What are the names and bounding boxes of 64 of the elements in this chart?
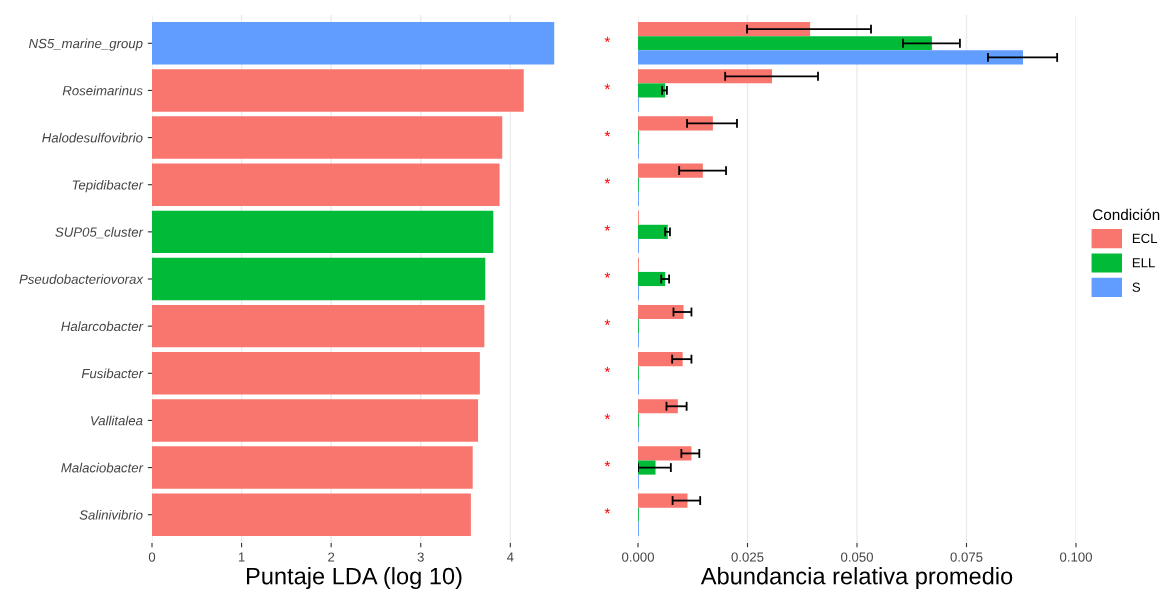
text: * bbox=[604, 36, 611, 43]
text: * bbox=[604, 272, 611, 278]
text: * bbox=[604, 225, 611, 231]
bar bbox=[638, 69, 773, 84]
y-tick-label: Tepidibacter bbox=[72, 179, 144, 193]
text: * bbox=[604, 319, 611, 325]
text: * bbox=[604, 461, 611, 467]
legend-label: ELL bbox=[1132, 258, 1155, 268]
text: * bbox=[604, 508, 611, 514]
bar bbox=[152, 22, 555, 65]
x-tick-label: 0.000 bbox=[622, 552, 654, 562]
bar bbox=[638, 224, 668, 239]
y-tick-label: Halarcobacter bbox=[61, 321, 144, 332]
bar bbox=[638, 83, 666, 98]
bar bbox=[638, 50, 1023, 65]
bar bbox=[638, 493, 688, 508]
text: * bbox=[604, 131, 611, 137]
y-tick-label: Pseudobacteriovorax bbox=[19, 274, 144, 284]
bar bbox=[638, 163, 703, 178]
y-tick-label: Salinivibrio bbox=[79, 509, 143, 520]
text: * bbox=[604, 178, 611, 184]
y-tick-label: Fusibacter bbox=[81, 368, 144, 379]
bar bbox=[638, 36, 932, 51]
bar bbox=[152, 493, 471, 536]
bar bbox=[638, 399, 678, 414]
y-tick-label: Halodesulfovibrio bbox=[42, 132, 143, 143]
y-tick-label: Vallitalea bbox=[91, 415, 143, 426]
x-tick-label: 0 bbox=[148, 552, 156, 562]
x-tick-label: 0.025 bbox=[731, 552, 764, 562]
x-tick-label: 2 bbox=[328, 552, 335, 562]
bar bbox=[152, 352, 480, 395]
legend-label: ECL bbox=[1132, 233, 1158, 244]
bar bbox=[152, 399, 479, 442]
legend-label: S bbox=[1132, 282, 1141, 292]
text: * bbox=[604, 413, 611, 420]
x-axis-title: Puntaje LDA (log 10) bbox=[247, 567, 462, 590]
bar bbox=[638, 352, 683, 367]
bar bbox=[638, 22, 811, 37]
x-tick-label: 1 bbox=[238, 552, 245, 562]
bar bbox=[638, 446, 692, 461]
y-tick-label: NS5_marine_group bbox=[28, 38, 143, 51]
x-tick-label: 3 bbox=[417, 552, 424, 562]
text: * bbox=[604, 83, 611, 90]
legend-title: Condición bbox=[1093, 208, 1160, 221]
bar bbox=[152, 163, 500, 206]
bar bbox=[638, 116, 713, 131]
y-tick-label: SUP05_cluster bbox=[55, 227, 144, 239]
x-axis-title: Abundancia relativa promedio bbox=[700, 567, 1013, 590]
bar bbox=[152, 69, 524, 112]
bar bbox=[638, 271, 666, 287]
x-tick-label: 0.100 bbox=[1060, 552, 1092, 562]
y-tick-label: Malaciobacter bbox=[61, 462, 144, 473]
bar bbox=[638, 304, 684, 320]
y-tick-label: Roseimarinus bbox=[62, 85, 143, 96]
bar bbox=[152, 446, 473, 489]
x-tick-label: 0.050 bbox=[841, 552, 873, 562]
x-tick-label: 4 bbox=[506, 552, 514, 562]
bar bbox=[152, 116, 503, 159]
x-tick-label: 0.075 bbox=[950, 552, 983, 562]
bar bbox=[638, 460, 656, 475]
bar bbox=[152, 257, 486, 301]
text: * bbox=[604, 366, 611, 373]
bar bbox=[152, 304, 485, 348]
bar bbox=[152, 210, 494, 254]
